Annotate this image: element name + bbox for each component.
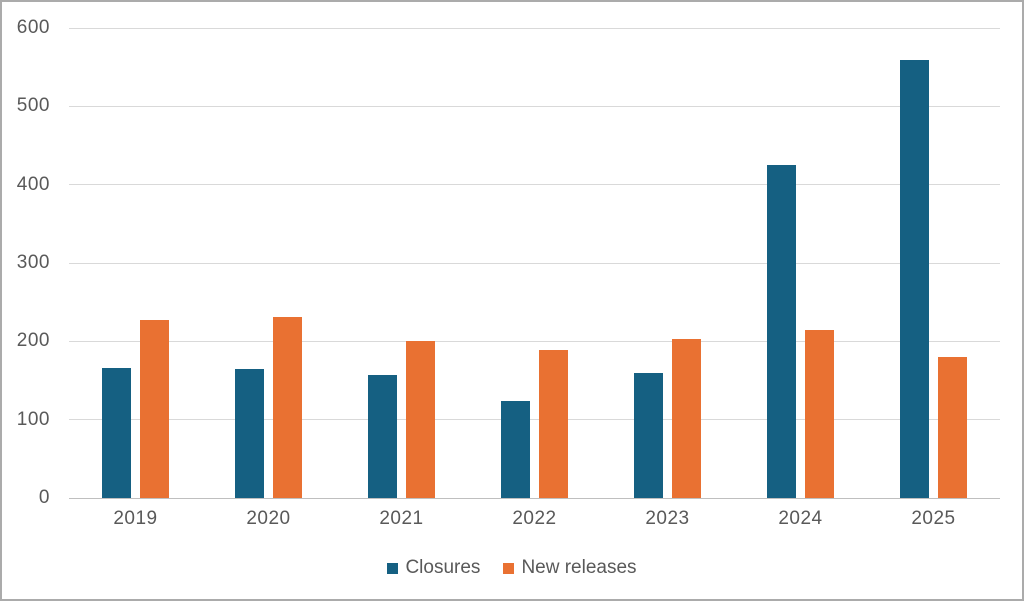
gridline-400 xyxy=(69,184,1000,186)
y-tick-label-600: 600 xyxy=(16,17,50,38)
bar-new-releases-2025 xyxy=(938,357,967,498)
bar-new-releases-2022 xyxy=(539,349,568,498)
x-axis-line xyxy=(69,497,1000,499)
bar-closures-2025 xyxy=(900,60,929,498)
y-tick-label-400: 400 xyxy=(16,173,50,195)
bar-new-releases-2020 xyxy=(273,317,302,498)
bar-closures-2022 xyxy=(501,400,530,498)
x-tick-label-2021: 2021 xyxy=(379,508,424,529)
legend-item-new-releases: New releases xyxy=(503,555,637,581)
bar-new-releases-2019 xyxy=(140,320,169,498)
x-tick-label-2023: 2023 xyxy=(645,508,690,529)
bar-closures-2020 xyxy=(235,368,264,498)
legend-item-closures: Closures xyxy=(387,555,480,581)
y-tick-label-100: 100 xyxy=(16,408,50,430)
x-tick-label-2022: 2022 xyxy=(512,508,557,529)
x-tick-label-2025: 2025 xyxy=(911,508,956,529)
legend-swatch-closures xyxy=(387,562,399,574)
x-tick-label-2020: 2020 xyxy=(246,508,291,529)
x-tick-label-2019: 2019 xyxy=(113,508,158,529)
gridline-500 xyxy=(69,105,1000,107)
gridline-100 xyxy=(69,419,1000,421)
bar-new-releases-2023 xyxy=(672,338,701,498)
legend: Closures New releases xyxy=(2,555,1022,581)
legend-label-new-releases: New releases xyxy=(521,557,637,578)
gridline-200 xyxy=(69,340,1000,342)
gridline-300 xyxy=(69,262,1000,264)
y-tick-label-200: 200 xyxy=(16,330,50,352)
bar-new-releases-2021 xyxy=(406,340,435,498)
bar-closures-2024 xyxy=(767,165,796,498)
bar-new-releases-2024 xyxy=(805,329,834,498)
y-tick-label-300: 300 xyxy=(16,252,50,273)
gridline-600 xyxy=(69,27,1000,29)
bar-closures-2021 xyxy=(368,375,397,498)
legend-label-closures: Closures xyxy=(405,557,481,578)
y-tick-label-500: 500 xyxy=(16,95,50,117)
legend-swatch-new-releases xyxy=(503,562,515,574)
y-tick-label-0: 0 xyxy=(38,487,50,508)
bar-closures-2019 xyxy=(102,367,131,498)
bar-closures-2023 xyxy=(634,372,663,498)
x-tick-label-2024: 2024 xyxy=(778,508,823,529)
